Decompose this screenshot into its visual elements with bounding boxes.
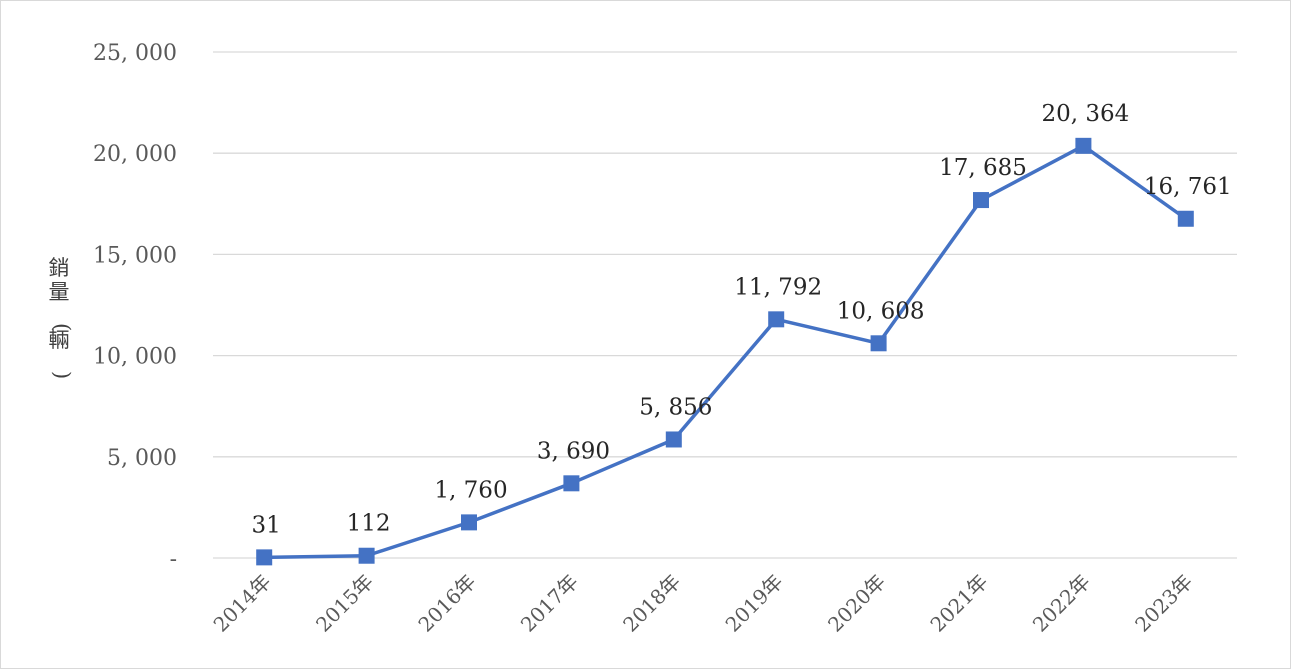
- x-tick-label: 2015年: [311, 570, 378, 637]
- data-point-marker: [665, 431, 682, 448]
- x-tick-label: 2020年: [823, 570, 890, 637]
- data-label: 11, 792: [734, 274, 822, 300]
- x-tick-label: 2019年: [721, 570, 788, 637]
- y-tick-label: -: [170, 547, 177, 572]
- data-point-marker: [768, 311, 785, 328]
- y-tick-label: 5, 000: [107, 446, 177, 471]
- x-tick-label: 2016年: [413, 570, 480, 637]
- y-axis-title: 銷量(輛): [49, 256, 74, 379]
- data-label: 20, 364: [1042, 101, 1130, 127]
- x-tick-label: 2017年: [516, 570, 583, 637]
- data-point-marker: [1177, 210, 1194, 227]
- y-tick-label: 20, 000: [93, 142, 177, 167]
- y-tick-label: 25, 000: [93, 41, 177, 66]
- data-point-marker: [256, 549, 273, 566]
- data-point-marker: [461, 514, 477, 531]
- data-point-marker: [973, 192, 989, 209]
- series-line-layer: [264, 144, 1187, 560]
- x-axis-tick-labels: 2014年 2015年 2016年 2017年 2018年 2019年 2020年 2021年…: [209, 570, 1198, 637]
- x-tick-label: 2021年: [925, 570, 992, 637]
- gridlines: [213, 51, 1237, 559]
- data-label: 5, 856: [639, 394, 712, 420]
- data-point-marker: [1075, 137, 1092, 154]
- data-point-marker: [358, 547, 375, 564]
- y-tick-label: 10, 000: [93, 345, 177, 370]
- x-tick-label: 2014年: [209, 570, 276, 637]
- series-line: [264, 144, 1187, 560]
- data-labels: 31 112 1, 760 3, 690 5, 856 11, 792 10, 608 17,…: [252, 101, 1232, 539]
- data-label: 17, 685: [939, 155, 1027, 181]
- data-label: 16, 761: [1144, 174, 1232, 200]
- y-tick-label: 15, 000: [93, 243, 177, 268]
- data-point-marker: [563, 475, 580, 492]
- x-tick-label: 2022年: [1028, 570, 1095, 637]
- x-tick-label: 2023年: [1130, 570, 1197, 637]
- y-axis-title: 銷量(輛): [49, 256, 74, 379]
- data-label: 1, 760: [434, 477, 507, 503]
- data-label: 31: [252, 512, 281, 538]
- series-markers: [256, 137, 1194, 566]
- y-axis-tick-labels: - 5, 000 10, 000 15, 000 20, 000 25, 000: [93, 41, 177, 572]
- data-label: 112: [347, 511, 391, 537]
- data-label: 3, 690: [537, 438, 610, 464]
- x-tick-label: 2018年: [618, 570, 685, 637]
- data-point-marker: [870, 335, 887, 352]
- data-label: 10, 608: [837, 298, 925, 324]
